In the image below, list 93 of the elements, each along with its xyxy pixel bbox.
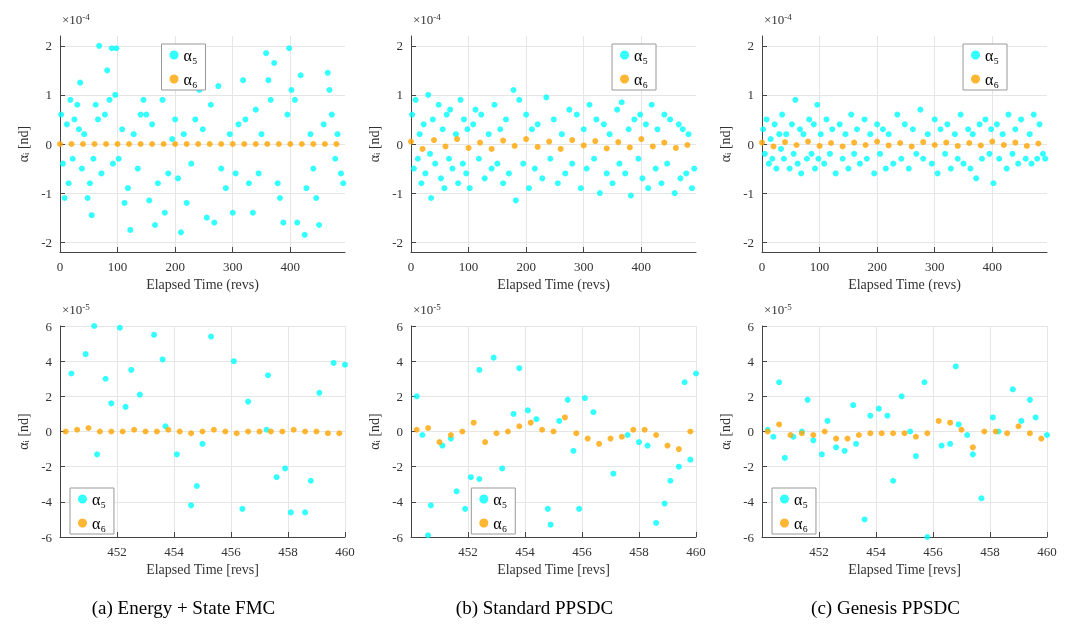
x-axis-title: Elapsed Time (revs) xyxy=(146,277,260,294)
text: (a) Energy + State FMC xyxy=(91,597,276,619)
y-tick-label: -2 xyxy=(41,234,52,250)
x-tick-label: 100 xyxy=(458,259,479,274)
legend-label: α₅ xyxy=(985,46,1000,64)
y-tick-label: 0 xyxy=(747,424,754,439)
y-tick-label: -2 xyxy=(743,459,754,475)
x-axis-title: Elapsed Time [revs] xyxy=(497,562,610,578)
y-axis-title: αᵢ [nd] xyxy=(15,125,31,163)
legend-label: α₆ xyxy=(92,514,106,532)
y-tick-label: 6 xyxy=(396,318,404,334)
y-tick-label: 0 xyxy=(45,424,52,439)
y-tick-label: 4 xyxy=(45,353,53,369)
x-tick-label: 100 xyxy=(107,259,128,274)
x-tick-label: 200 xyxy=(867,259,887,274)
legend-label: α₆ xyxy=(183,70,198,88)
x-tick-label: 458 xyxy=(980,544,1000,559)
y-tick-label: 1 xyxy=(45,87,52,103)
y-tick-label: -4 xyxy=(41,494,53,510)
legend-label: α₅ xyxy=(794,490,808,508)
legend-label: α₅ xyxy=(634,46,649,64)
y-tick-label: 4 xyxy=(747,353,755,369)
x-tick-label: 0 xyxy=(56,259,64,274)
x-tick-label: 460 xyxy=(686,544,706,559)
y-tick-label: 2 xyxy=(396,388,403,404)
y-tick-label: 0 xyxy=(396,136,403,152)
y-tick-label: 1 xyxy=(396,87,403,103)
x-tick-label: 452 xyxy=(458,544,478,559)
y-tick-label: 0 xyxy=(45,136,52,152)
x-tick-label: 454 xyxy=(515,544,536,559)
y-tick-label: 2 xyxy=(747,388,754,404)
x-axis-title: Elapsed Time [revs] xyxy=(146,562,259,578)
y-tick-label: 6 xyxy=(45,318,53,334)
y-tick-label: -2 xyxy=(41,459,52,475)
legend-label: α₆ xyxy=(794,514,808,532)
x-tick-label: 200 xyxy=(516,259,536,274)
x-tick-label: 460 xyxy=(335,544,355,559)
y-tick-label: 1 xyxy=(747,87,754,103)
x-tick-label: 400 xyxy=(631,259,652,274)
x-axis-title: Elapsed Time (revs) xyxy=(848,277,962,294)
y-tick-label: 2 xyxy=(45,38,52,54)
y-tick-label: -6 xyxy=(41,529,53,545)
x-tick-label: 458 xyxy=(278,544,298,559)
legend-label: α₆ xyxy=(985,70,1000,88)
y-tick-label: -6 xyxy=(743,529,755,545)
legend-label: α₅ xyxy=(493,490,508,508)
x-axis-title: Elapsed Time [revs] xyxy=(848,562,961,578)
y-tick-label: 2 xyxy=(396,38,403,54)
legend-label: α₆ xyxy=(493,514,508,532)
x-tick-label: 456 xyxy=(221,544,242,559)
y-tick-label: -4 xyxy=(743,494,755,510)
x-tick-label: 454 xyxy=(866,544,887,559)
x-tick-label: 454 xyxy=(164,544,185,559)
y-axis-title: αᵢ [nd] xyxy=(366,413,382,450)
x-tick-label: 452 xyxy=(107,544,127,559)
y-tick-label: -1 xyxy=(743,185,754,201)
y-tick-label: -2 xyxy=(743,234,754,250)
y-axis-title: αᵢ [nd] xyxy=(15,413,31,450)
y-tick-label: -1 xyxy=(41,185,52,201)
y-tick-label: 0 xyxy=(747,136,754,152)
x-tick-label: 300 xyxy=(222,259,243,274)
text: (c) Genesis PPSDC xyxy=(811,597,960,619)
x-tick-label: 300 xyxy=(573,259,594,274)
x-tick-label: 0 xyxy=(407,259,415,274)
y-tick-label: -2 xyxy=(392,459,403,475)
legend-label: α₅ xyxy=(183,46,198,64)
y-tick-label: -2 xyxy=(392,234,403,250)
x-tick-label: 452 xyxy=(809,544,829,559)
x-tick-label: 400 xyxy=(982,259,1003,274)
y-tick-label: 0 xyxy=(396,424,403,439)
x-tick-label: 456 xyxy=(572,544,593,559)
y-tick-label: 2 xyxy=(747,38,754,54)
text: (b) Standard PPSDC xyxy=(455,597,614,619)
y-axis-title: αᵢ [nd] xyxy=(366,125,382,163)
y-tick-label: -6 xyxy=(392,529,404,545)
y-axis-title: αᵢ [nd] xyxy=(717,125,733,163)
y-tick-label: -1 xyxy=(392,185,403,201)
x-tick-label: 458 xyxy=(629,544,649,559)
y-tick-label: -4 xyxy=(392,494,404,510)
legend-label: α₅ xyxy=(92,490,106,508)
x-tick-label: 100 xyxy=(809,259,830,274)
x-tick-label: 460 xyxy=(1037,544,1057,559)
x-tick-label: 300 xyxy=(924,259,945,274)
y-tick-label: 6 xyxy=(747,318,755,334)
legend-label: α₆ xyxy=(634,70,649,88)
x-tick-label: 400 xyxy=(280,259,301,274)
y-tick-label: 4 xyxy=(396,353,404,369)
x-tick-label: 0 xyxy=(758,259,766,274)
y-axis-title: αᵢ [nd] xyxy=(717,413,733,450)
x-tick-label: 456 xyxy=(923,544,944,559)
x-tick-label: 200 xyxy=(165,259,185,274)
y-tick-label: 2 xyxy=(45,388,52,404)
x-axis-title: Elapsed Time (revs) xyxy=(497,277,611,294)
